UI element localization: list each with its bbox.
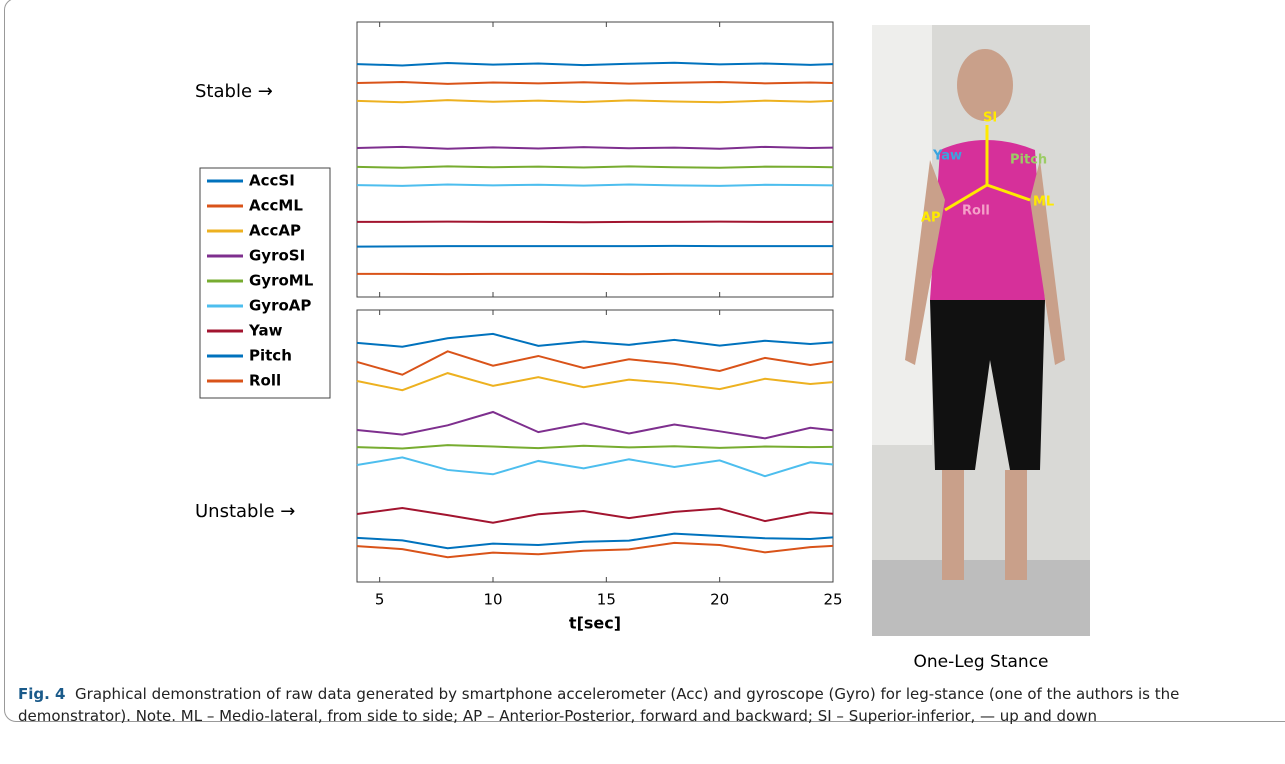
axis-label: Roll (962, 204, 990, 219)
figure-frame (4, 0, 1285, 722)
legend-label: AccML (249, 197, 303, 215)
pants (930, 300, 1045, 470)
series-line (356, 145, 834, 150)
series-line (357, 220, 833, 224)
shirt (930, 140, 1045, 300)
caption: Fig. 4 Graphical demonstration of raw da… (18, 683, 1268, 727)
series-line (356, 507, 834, 524)
leg (942, 470, 964, 580)
annotation: Stable → (195, 81, 273, 102)
legend-label: Pitch (249, 347, 292, 365)
series-line (356, 410, 834, 440)
legend-label: AccAP (249, 222, 301, 240)
series-line (356, 444, 834, 450)
series-line (356, 165, 834, 169)
x-tick-label: 5 (375, 591, 385, 609)
axis-label: SI (983, 111, 997, 126)
arm (905, 160, 945, 365)
series-line (356, 99, 834, 104)
axis-label: Pitch (1010, 153, 1047, 168)
legend-label: GyroAP (249, 297, 311, 315)
legend-label: GyroSI (249, 247, 305, 265)
x-axis-label: t[sec] (569, 614, 621, 633)
caption-text: Graphical demonstration of raw data gene… (18, 685, 1180, 725)
legend-label: AccSI (249, 172, 295, 190)
x-tick-label: 15 (597, 591, 616, 609)
series-line (356, 244, 833, 248)
legend-label: Yaw (248, 322, 283, 340)
series-line (356, 332, 834, 348)
arm (1030, 160, 1065, 365)
axis-label: Yaw (932, 149, 962, 164)
axis-label: AP (921, 211, 941, 226)
series-line (356, 532, 834, 550)
photo-caption: One-Leg Stance (913, 652, 1048, 672)
x-tick-label: 25 (823, 591, 842, 609)
series-line (356, 541, 834, 559)
x-tick-label: 20 (710, 591, 729, 609)
x-tick-label: 10 (483, 591, 502, 609)
series-line (356, 80, 834, 85)
legend-label: GyroML (249, 272, 314, 290)
plot-area (356, 21, 834, 298)
series-line (356, 61, 834, 67)
series-line (356, 183, 834, 187)
caption-label: Fig. 4 (18, 685, 66, 703)
axis-label: ML (1033, 195, 1054, 210)
axes-arrows (944, 125, 1031, 212)
annotation: Unstable → (195, 501, 295, 522)
leg (1005, 470, 1027, 580)
series-line (356, 456, 834, 478)
legend-label: Roll (249, 372, 281, 390)
series-line (356, 372, 834, 392)
chart: SI Yaw Pitch AP Roll ML One-Leg Stance S… (195, 21, 1090, 672)
series-line (356, 350, 834, 376)
photo: SI Yaw Pitch AP Roll ML One-Leg Stance (872, 25, 1090, 672)
photo-labels: SI Yaw Pitch AP Roll ML (921, 111, 1054, 226)
photo-floor (872, 560, 1090, 636)
head (957, 49, 1013, 121)
